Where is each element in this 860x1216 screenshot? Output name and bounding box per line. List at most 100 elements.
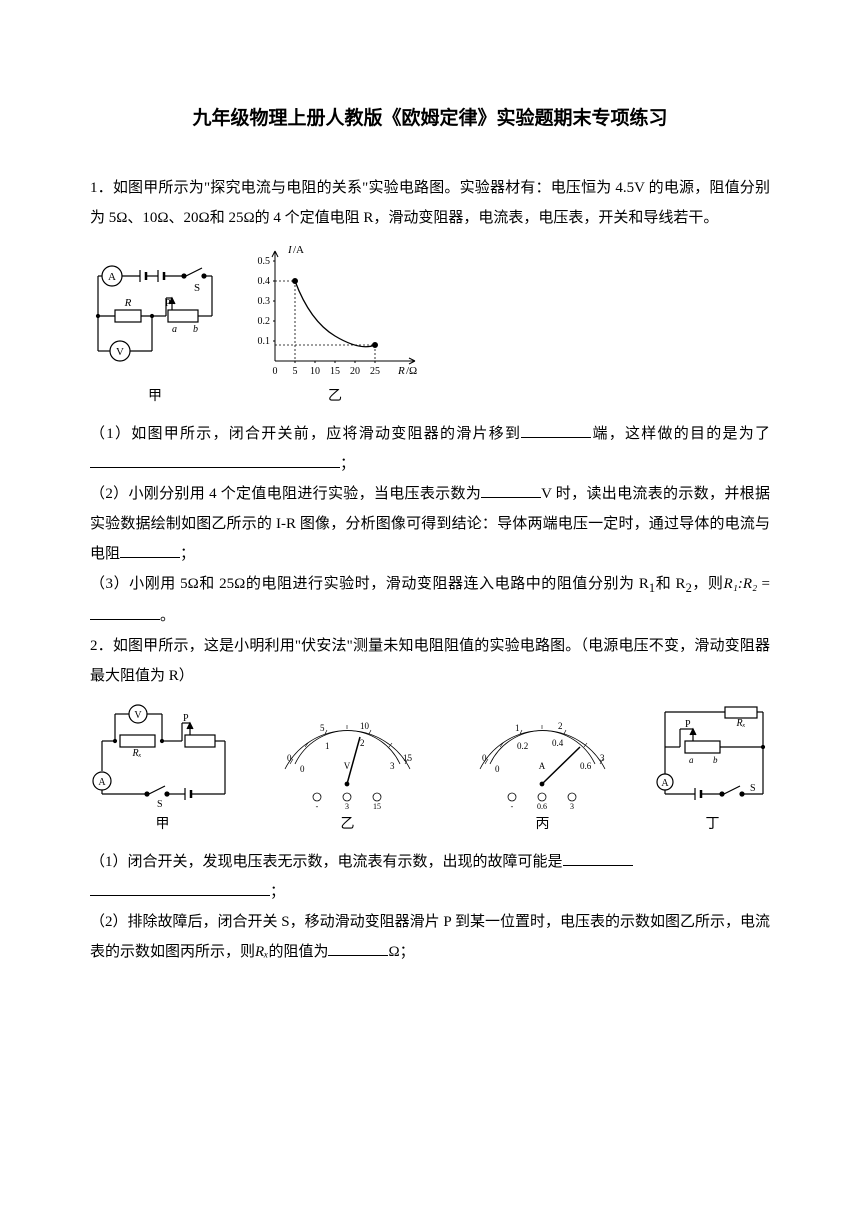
ratio: R₁:R₂ (723, 576, 757, 592)
page-title: 九年级物理上册人教版《欧姆定律》实验题期末专项练习 (90, 100, 770, 138)
q1-p3b: 和 R (655, 576, 685, 592)
svg-text:20: 20 (350, 366, 360, 377)
svg-text:2: 2 (558, 721, 563, 731)
blank (90, 453, 340, 468)
ir-graph: I/A R/Ω 0.1 0.2 0.3 0.4 0.5 0 5 10 15 20… (240, 241, 430, 381)
rx-var: Rₓ (255, 944, 268, 960)
q2-intro-text: 如图甲所示，这是小明利用"伏安法"测量未知电阻阻值的实验电路图。（电源电压不变，… (90, 638, 770, 684)
q2-p2-unit: Ω； (388, 944, 414, 960)
svg-text:0.6: 0.6 (580, 761, 592, 771)
svg-text:3: 3 (345, 802, 349, 809)
fig-label-jia: 甲 (156, 811, 170, 839)
svg-text:2: 2 (360, 738, 365, 748)
svg-text:V: V (344, 761, 351, 771)
q2-p1-text: （1）闭合开关，发现电压表无示数，电流表有示数，出现的故障可能是 (90, 854, 563, 870)
blank (120, 543, 180, 558)
svg-text:0.4: 0.4 (258, 276, 271, 287)
svg-text:0.1: 0.1 (258, 336, 271, 347)
voltmeter-dial: 051015 0123 V - 3 15 乙 (265, 709, 430, 839)
svg-text:R: R (124, 297, 132, 309)
svg-text:0.2: 0.2 (258, 316, 271, 327)
q1-p3: （3）小刚用 5Ω和 25Ω的电阻进行实验时，滑动变阻器连入电路中的阻值分别为 … (90, 569, 770, 631)
svg-text:/A: /A (293, 244, 304, 256)
svg-text:b: b (193, 324, 198, 335)
q2-intro: 2．如图甲所示，这是小明利用"伏安法"测量未知电阻阻值的实验电路图。（电源电压不… (90, 631, 770, 691)
svg-text:P: P (685, 719, 691, 730)
fig-label-yi: 乙 (341, 811, 355, 839)
svg-text:15: 15 (373, 802, 381, 809)
svg-text:0.6: 0.6 (537, 802, 547, 809)
svg-text:1: 1 (325, 741, 330, 751)
svg-text:1: 1 (515, 723, 520, 733)
q2-number: 2． (90, 638, 113, 654)
q1-p1-tail: 端，这样做的目的是为了 (591, 426, 770, 442)
svg-text:0.3: 0.3 (258, 296, 271, 307)
svg-text:15: 15 (403, 753, 413, 763)
svg-text:3: 3 (390, 761, 395, 771)
svg-text:V: V (134, 710, 142, 721)
svg-text:10: 10 (310, 366, 320, 377)
svg-text:A: A (539, 761, 546, 771)
svg-text:0.2: 0.2 (517, 741, 528, 751)
q1-p2: （2）小刚分别用 4 个定值电阻进行实验，当电压表示数为V 时，读出电流表的示数… (90, 479, 770, 569)
q2-p2: （2）排除故障后，闭合开关 S，移动滑动变阻器滑片 P 到某一位置时，电压表的示… (90, 907, 770, 967)
fig-label-bing: 丙 (536, 811, 550, 839)
blank (90, 605, 160, 620)
svg-text:Rₓ: Rₓ (132, 748, 142, 759)
ammeter-svg: 0123 00.20.40.6 A - 0.6 3 (460, 709, 625, 809)
q1-intro: 1．如图甲所示为"探究电流与电阻的关系"实验电路图。实验器材有：电压恒为 4.5… (90, 173, 770, 233)
q2-p2-tail: 的阻值为 (268, 944, 328, 960)
q2-p1: （1）闭合开关，发现电压表无示数，电流表有示数，出现的故障可能是 (90, 847, 770, 877)
q1-p3d: = (757, 576, 770, 592)
svg-text:b: b (713, 755, 718, 765)
voltmeter-svg: 051015 0123 V - 3 15 (265, 709, 430, 809)
svg-text:A: A (661, 778, 669, 789)
svg-text:15: 15 (330, 366, 340, 377)
q2-p2-text: （2）排除故障后，闭合开关 S，移动滑动变阻器滑片 P 到某一位置时，电压表的示… (90, 914, 770, 960)
q1-graph: I/A R/Ω 0.1 0.2 0.3 0.4 0.5 0 5 10 15 20… (240, 241, 430, 411)
blank (90, 881, 270, 896)
q2-circuit: V Rₓ P A S 甲 (90, 699, 235, 839)
svg-text:0: 0 (495, 764, 500, 774)
svg-text:A: A (98, 777, 106, 788)
svg-text:S: S (194, 282, 200, 294)
circuit-diagram-3: Rₓ P a b A S (655, 699, 770, 809)
q1-p1-text: （1）如图甲所示，闭合开关前，应将滑动变阻器的滑片移到 (90, 426, 521, 442)
fig1-label: 甲 (148, 383, 162, 411)
q1-intro-text: 如图甲所示为"探究电流与电阻的关系"实验电路图。实验器材有：电压恒为 4.5V … (90, 180, 770, 226)
svg-text:5: 5 (320, 723, 325, 733)
q1-p2-text: （2）小刚分别用 4 个定值电阻进行实验，当电压表示数为 (90, 486, 481, 502)
svg-text:5: 5 (293, 366, 298, 377)
svg-text:a: a (172, 324, 177, 335)
q1-figures: A S R P a b V (90, 241, 770, 411)
circuit-diagram-2: V Rₓ P A S (90, 699, 235, 809)
q2-p1-cont: ； (90, 877, 770, 907)
ammeter-dial: 0123 00.20.40.6 A - 0.6 3 丙 (460, 709, 625, 839)
fig-label-ding: 丁 (706, 811, 720, 839)
q1-number: 1． (90, 180, 113, 196)
svg-text:0: 0 (273, 366, 278, 377)
svg-text:P: P (165, 298, 171, 309)
svg-text:0.5: 0.5 (258, 256, 271, 267)
svg-text:/Ω: /Ω (406, 365, 417, 377)
svg-text:S: S (750, 783, 756, 794)
q1-p1: （1）如图甲所示，闭合开关前，应将滑动变阻器的滑片移到端，这样做的目的是为了； (90, 419, 770, 479)
svg-text:3: 3 (600, 753, 605, 763)
q2-circuit-ding: Rₓ P a b A S 丁 (655, 699, 770, 839)
svg-text:-: - (511, 802, 514, 809)
svg-text:P: P (183, 713, 189, 724)
svg-text:a: a (689, 755, 694, 765)
svg-text:Rₓ: Rₓ (736, 718, 746, 729)
q1-p3c: ，则 (692, 576, 724, 592)
circuit-diagram-1: A S R P a b V (90, 256, 220, 381)
q1-p3a: （3）小刚用 5Ω和 25Ω的电阻进行实验时，滑动变阻器连入电路中的阻值分别为 … (90, 576, 649, 592)
svg-text:A: A (108, 271, 116, 283)
blank (521, 423, 591, 438)
svg-text:0.4: 0.4 (552, 738, 564, 748)
svg-text:10: 10 (360, 721, 370, 731)
q2-figures: V Rₓ P A S 甲 (90, 699, 770, 839)
q1-circuit: A S R P a b V (90, 256, 220, 411)
blank (481, 483, 541, 498)
blank (563, 851, 633, 866)
svg-text:3: 3 (570, 802, 574, 809)
